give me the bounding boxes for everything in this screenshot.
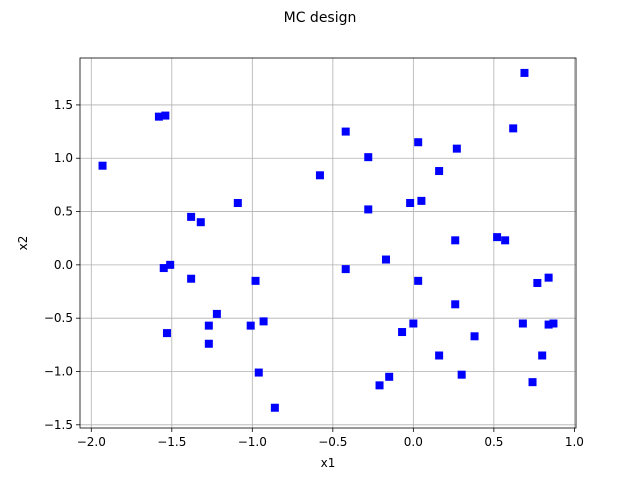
data-point xyxy=(251,276,260,285)
data-point xyxy=(414,276,423,285)
plot-frame xyxy=(79,57,577,429)
data-point xyxy=(233,199,242,208)
y-axis-label: x2 xyxy=(16,236,30,251)
data-point xyxy=(528,378,537,387)
data-point xyxy=(315,171,324,180)
data-point xyxy=(162,329,171,338)
data-point xyxy=(538,351,547,360)
data-point xyxy=(509,124,518,133)
data-point xyxy=(375,381,384,390)
y-tick-label: −1.5 xyxy=(44,418,73,432)
data-point xyxy=(451,236,460,245)
data-point xyxy=(161,111,170,120)
x-axis-label: x1 xyxy=(321,456,336,470)
x-axis-ticks: −2.0 −1.5 −1.0 −0.5 0.0 0.5 1.0 xyxy=(77,428,584,449)
data-point xyxy=(204,339,213,348)
data-point xyxy=(159,264,168,273)
data-point xyxy=(414,138,423,147)
data-point xyxy=(270,403,279,412)
y-tick-label: −0.5 xyxy=(44,311,73,325)
x-tick-label: 0.5 xyxy=(484,435,503,449)
data-point xyxy=(520,68,529,77)
x-tick-label: −1.5 xyxy=(157,435,186,449)
data-point xyxy=(409,319,418,328)
data-point xyxy=(246,321,255,330)
data-point xyxy=(533,278,542,287)
data-point xyxy=(452,144,461,153)
x-tick-label: −1.0 xyxy=(238,435,267,449)
data-point xyxy=(435,167,444,176)
data-point xyxy=(196,218,205,227)
data-point xyxy=(451,300,460,309)
data-points xyxy=(98,68,558,412)
chart-title: MC design xyxy=(284,10,357,26)
data-point xyxy=(417,196,426,205)
data-point xyxy=(98,161,107,170)
data-point xyxy=(435,351,444,360)
y-tick-label: 1.0 xyxy=(54,151,73,165)
x-tick-label: −0.5 xyxy=(318,435,347,449)
data-point xyxy=(381,255,390,264)
data-point xyxy=(187,212,196,221)
x-tick-label: 0.0 xyxy=(404,435,423,449)
data-point xyxy=(406,199,415,208)
x-tick-label: −2.0 xyxy=(77,435,106,449)
data-point xyxy=(470,332,479,341)
y-tick-label: 1.5 xyxy=(54,98,73,112)
y-axis-ticks: −1.5 −1.0 −0.5 0.0 0.5 1.0 1.5 xyxy=(44,98,80,432)
y-tick-label: 0.5 xyxy=(54,205,73,219)
data-point xyxy=(493,233,502,242)
data-point xyxy=(398,328,407,337)
data-point xyxy=(544,320,553,329)
data-point xyxy=(204,321,213,330)
y-tick-label: 0.0 xyxy=(54,258,73,272)
data-point xyxy=(364,153,373,162)
data-point xyxy=(385,372,394,381)
data-point xyxy=(259,317,268,326)
data-point xyxy=(501,236,510,245)
data-point xyxy=(518,319,527,328)
data-point xyxy=(187,274,196,283)
data-point xyxy=(364,205,373,214)
data-point xyxy=(254,368,263,377)
data-point xyxy=(549,319,558,328)
x-tick-label: 1.0 xyxy=(565,435,584,449)
data-point xyxy=(341,127,350,136)
data-point xyxy=(341,265,350,274)
data-point xyxy=(457,370,466,379)
data-point xyxy=(212,309,221,318)
data-point xyxy=(166,260,175,269)
data-point xyxy=(154,112,163,121)
y-tick-label: −1.0 xyxy=(44,364,73,378)
data-point xyxy=(544,273,553,282)
